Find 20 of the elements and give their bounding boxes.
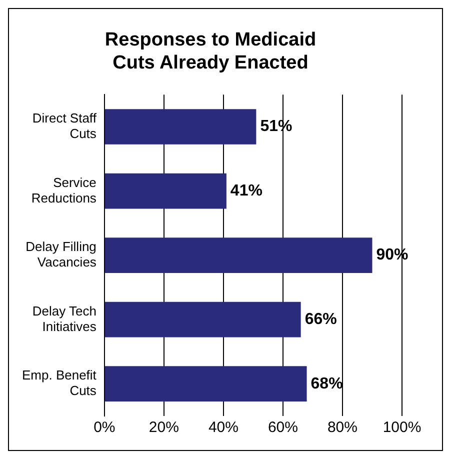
y-tick-label: Service Reductions [31, 174, 97, 206]
x-tick-label: 100% [382, 419, 422, 436]
x-tick-label: 80% [327, 419, 358, 436]
chart-title: Responses to Medicaid Cuts Already Enacted [104, 30, 316, 74]
x-tick-label: 60% [268, 419, 298, 436]
y-tick-label: Emp. Benefit Cuts [22, 368, 97, 398]
bar [104, 238, 372, 273]
bar [104, 302, 301, 338]
data-label: 41% [230, 182, 262, 200]
bar [104, 173, 226, 209]
data-label: 68% [310, 375, 343, 392]
data-label: 66% [304, 310, 337, 328]
bar [104, 109, 256, 144]
bar [104, 366, 307, 402]
x-tick-label: 0% [94, 419, 116, 436]
y-tick-label: Direct Staff Cuts [32, 110, 97, 142]
y-tick-label: Delay Tech Initiatives [32, 303, 97, 334]
y-tick-label: Delay Filling Vacancies [26, 239, 97, 270]
x-tick-label: 40% [208, 419, 238, 436]
x-tick-label: 20% [148, 419, 179, 436]
